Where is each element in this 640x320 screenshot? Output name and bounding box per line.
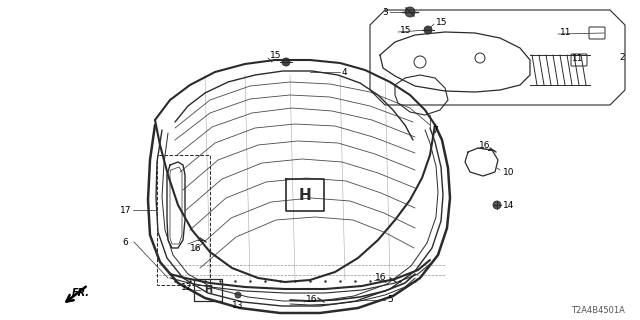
Text: 3: 3 (382, 7, 388, 17)
Text: H: H (204, 285, 212, 295)
Text: 5: 5 (387, 295, 393, 305)
Text: 7: 7 (432, 125, 438, 134)
Circle shape (235, 292, 241, 298)
Text: 17: 17 (120, 205, 131, 214)
Text: 11: 11 (560, 28, 572, 36)
Text: 12: 12 (180, 284, 192, 292)
Text: 11: 11 (572, 53, 584, 62)
Text: 14: 14 (503, 201, 515, 210)
Text: 16: 16 (479, 140, 490, 149)
Text: 16: 16 (190, 244, 202, 252)
Text: 15: 15 (436, 18, 447, 27)
Circle shape (282, 58, 290, 66)
Text: T2A4B4501A: T2A4B4501A (571, 306, 625, 315)
Circle shape (405, 7, 415, 17)
Text: 10: 10 (503, 167, 515, 177)
Text: 16: 16 (375, 274, 387, 283)
Text: 2: 2 (619, 52, 625, 61)
Text: FR.: FR. (72, 288, 90, 298)
Text: 6: 6 (122, 237, 128, 246)
Circle shape (493, 201, 501, 209)
Circle shape (424, 26, 432, 34)
Text: 15: 15 (400, 26, 412, 35)
Text: 13: 13 (232, 300, 243, 309)
Text: 15: 15 (270, 51, 282, 60)
Text: 16: 16 (306, 295, 317, 305)
Text: 4: 4 (342, 68, 348, 76)
Text: H: H (299, 188, 312, 203)
